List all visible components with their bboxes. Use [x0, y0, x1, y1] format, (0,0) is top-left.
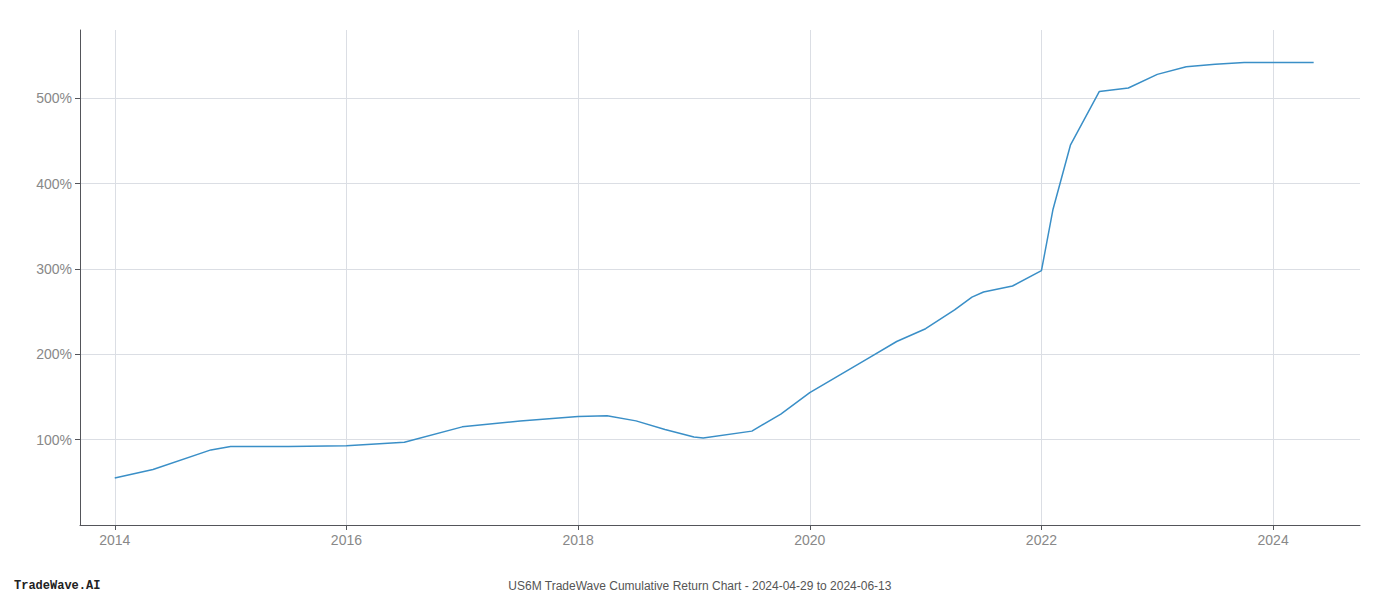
- svg-text:100%: 100%: [36, 432, 72, 448]
- svg-text:2016: 2016: [331, 532, 362, 548]
- svg-text:2022: 2022: [1026, 532, 1057, 548]
- svg-text:2020: 2020: [794, 532, 825, 548]
- svg-text:200%: 200%: [36, 346, 72, 362]
- svg-text:500%: 500%: [36, 90, 72, 106]
- svg-text:300%: 300%: [36, 261, 72, 277]
- svg-text:2024: 2024: [1258, 532, 1289, 548]
- svg-text:2014: 2014: [99, 532, 130, 548]
- svg-text:400%: 400%: [36, 176, 72, 192]
- svg-text:US6M TradeWave Cumulative Retu: US6M TradeWave Cumulative Return Chart -…: [508, 579, 891, 593]
- svg-text:TradeWave.AI: TradeWave.AI: [14, 579, 100, 593]
- svg-text:2018: 2018: [563, 532, 594, 548]
